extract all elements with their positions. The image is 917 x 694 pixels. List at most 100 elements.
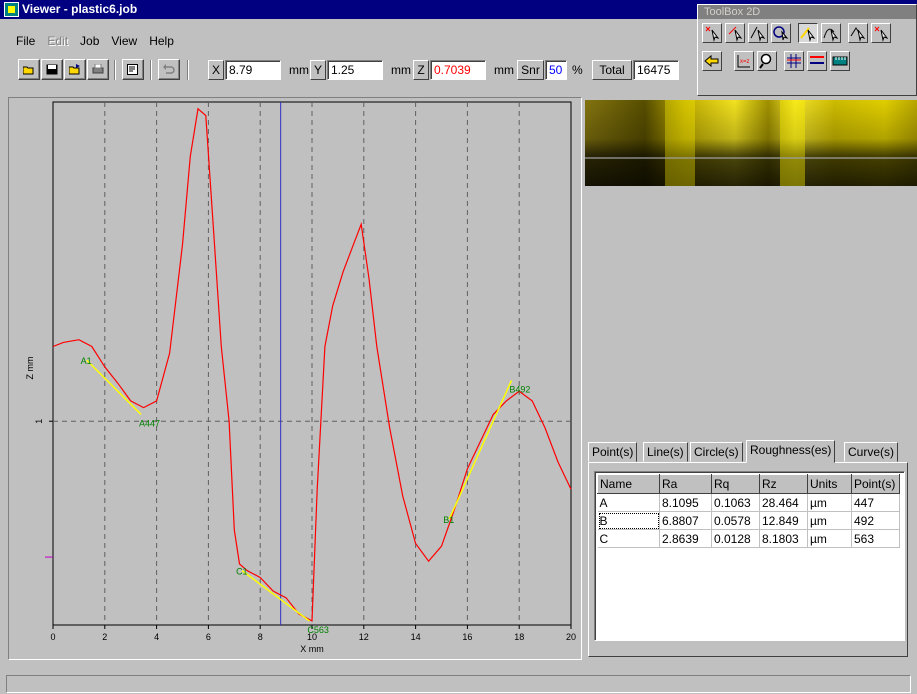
cell-rq[interactable]: 0.0128 — [711, 529, 760, 548]
roughness-fit-line — [241, 570, 310, 622]
cell-units[interactable]: µm — [807, 493, 852, 512]
tab-points[interactable]: Point(s) — [588, 442, 638, 462]
menu-view[interactable]: View — [111, 34, 138, 48]
undo-icon[interactable] — [158, 59, 180, 80]
profile-tool-icon[interactable] — [848, 23, 868, 43]
cell-name[interactable]: C — [597, 529, 660, 548]
x-tick-label: 8 — [258, 632, 263, 642]
toolbar-separator — [114, 60, 116, 80]
save-icon[interactable] — [41, 59, 63, 80]
cell-rq[interactable]: 0.1063 — [711, 493, 760, 512]
column-header-ra[interactable]: Ra — [659, 474, 712, 494]
x-tick-label: 4 — [154, 632, 159, 642]
table-header-row: Name Ra Rq Rz Units Point(s) — [597, 474, 900, 494]
back-icon[interactable] — [702, 51, 722, 71]
cell-rz[interactable]: 12.849 — [759, 511, 808, 530]
cell-points[interactable]: 492 — [851, 511, 900, 530]
print-icon[interactable] — [87, 59, 109, 80]
line-tool-icon[interactable] — [725, 23, 745, 43]
cell-rz[interactable]: 28.464 — [759, 493, 808, 512]
column-header-rq[interactable]: Rq — [711, 474, 760, 494]
tab-lines[interactable]: Line(s) — [643, 442, 688, 462]
curve-tool-icon[interactable] — [821, 23, 841, 43]
window-title: Viewer - plastic6.job — [22, 2, 138, 16]
cell-rz[interactable]: 8.1803 — [759, 529, 808, 548]
cell-points[interactable]: 447 — [851, 493, 900, 512]
cell-ra[interactable]: 8.1095 — [659, 493, 712, 512]
column-header-points[interactable]: Point(s) — [851, 474, 900, 494]
column-header-name[interactable]: Name — [597, 474, 660, 494]
x-tick-label: 16 — [462, 632, 472, 642]
z-value-field[interactable]: 0.7039 — [430, 60, 486, 80]
zoom-icon[interactable] — [757, 51, 777, 71]
x-label: X — [208, 60, 224, 80]
cell-name[interactable]: A — [597, 493, 660, 512]
cell-points[interactable]: 563 — [851, 529, 900, 548]
y-value-field[interactable]: 1.25 — [327, 60, 383, 80]
cell-name[interactable]: B — [597, 511, 660, 530]
fit-start-label: B1 — [443, 515, 454, 525]
cell-ra[interactable]: 6.8807 — [659, 511, 712, 530]
x-axis-label: X mm — [300, 644, 324, 654]
circle-tool-icon[interactable] — [771, 23, 791, 43]
menu-job[interactable]: Job — [80, 34, 100, 48]
menu-file[interactable]: File — [16, 34, 36, 48]
cell-rq[interactable]: 0.0578 — [711, 511, 760, 530]
column-header-units[interactable]: Units — [807, 474, 852, 494]
cell-units[interactable]: µm — [807, 511, 852, 530]
properties-icon[interactable] — [122, 59, 144, 80]
main-toolbar: X 8.79 mm Y 1.25 mm Z 0.7039 mm Snr 50 %… — [0, 55, 700, 85]
toolbar-separator — [150, 60, 152, 80]
svg-text:x=z: x=z — [740, 59, 750, 65]
x-unit: mm — [289, 63, 309, 77]
y-unit: mm — [391, 63, 411, 77]
surface-preview-heatmap[interactable] — [585, 100, 917, 186]
cell-ra[interactable]: 2.8639 — [659, 529, 712, 548]
cross-point-tool-icon[interactable] — [871, 23, 891, 43]
x-tick-label: 6 — [206, 632, 211, 642]
angle-tool-icon[interactable] — [748, 23, 768, 43]
menu-bar: File Edit Job View Help — [0, 32, 180, 50]
x-tick-label: 12 — [359, 632, 369, 642]
export-icon[interactable] — [64, 59, 86, 80]
snr-value-field[interactable]: 50 — [545, 60, 567, 80]
fit-end-label: A447 — [139, 418, 160, 428]
toolbox-title[interactable]: ToolBox 2D — [698, 5, 916, 19]
x-value-field[interactable]: 8.79 — [225, 60, 281, 80]
table-row[interactable]: C 2.8639 0.0128 8.1803 µm 563 — [597, 529, 900, 548]
menu-edit[interactable]: Edit — [47, 34, 69, 48]
fit-start-label: A1 — [81, 356, 92, 366]
point-tool-icon[interactable] — [702, 23, 722, 43]
y-label: Y — [310, 60, 326, 80]
total-label: Total — [592, 60, 632, 80]
xy-scale-icon[interactable]: x=z — [734, 51, 754, 71]
toolbar-separator — [187, 60, 189, 80]
x-tick-label: 18 — [514, 632, 524, 642]
fit-end-label: C563 — [307, 625, 329, 635]
tab-curves[interactable]: Curve(s) — [844, 442, 899, 462]
profile-chart[interactable]: 0 2 4 6 8 10 12 14 16 18 20 1 X mm Z mm A1 A447 B1 B492 C1… — [9, 98, 581, 659]
table-row[interactable]: B 6.8807 0.0578 12.849 µm 492 — [597, 511, 900, 530]
roughness-grid[interactable]: Name Ra Rq Rz Units Point(s) A 8.1095 0.… — [594, 471, 905, 641]
profile-plot-panel[interactable]: 0 2 4 6 8 10 12 14 16 18 20 1 X mm Z mm A1 A447 B1 B492 C1… — [8, 97, 582, 660]
snr-unit: % — [572, 63, 583, 77]
title-bar[interactable]: Viewer - plastic6.job — [0, 0, 917, 19]
roughness-fit-line — [448, 380, 513, 520]
level-icon[interactable] — [807, 51, 827, 71]
menu-help[interactable]: Help — [149, 34, 174, 48]
cell-units[interactable]: µm — [807, 529, 852, 548]
x-tick-label: 10 — [307, 632, 317, 642]
open-icon[interactable] — [18, 59, 40, 80]
x-tick-label: 2 — [102, 632, 107, 642]
grid-icon[interactable] — [784, 51, 804, 71]
ruler-icon[interactable] — [830, 51, 850, 71]
tab-circles[interactable]: Circle(s) — [690, 442, 743, 462]
z-label: Z — [413, 60, 429, 80]
z-unit: mm — [494, 63, 514, 77]
tab-roughness[interactable]: Roughness(es) — [746, 440, 836, 463]
roughness-tool-icon[interactable] — [798, 23, 818, 43]
y-tick-label: 1 — [34, 419, 44, 424]
column-header-rz[interactable]: Rz — [759, 474, 808, 494]
table-row[interactable]: A 8.1095 0.1063 28.464 µm 447 — [597, 493, 900, 512]
